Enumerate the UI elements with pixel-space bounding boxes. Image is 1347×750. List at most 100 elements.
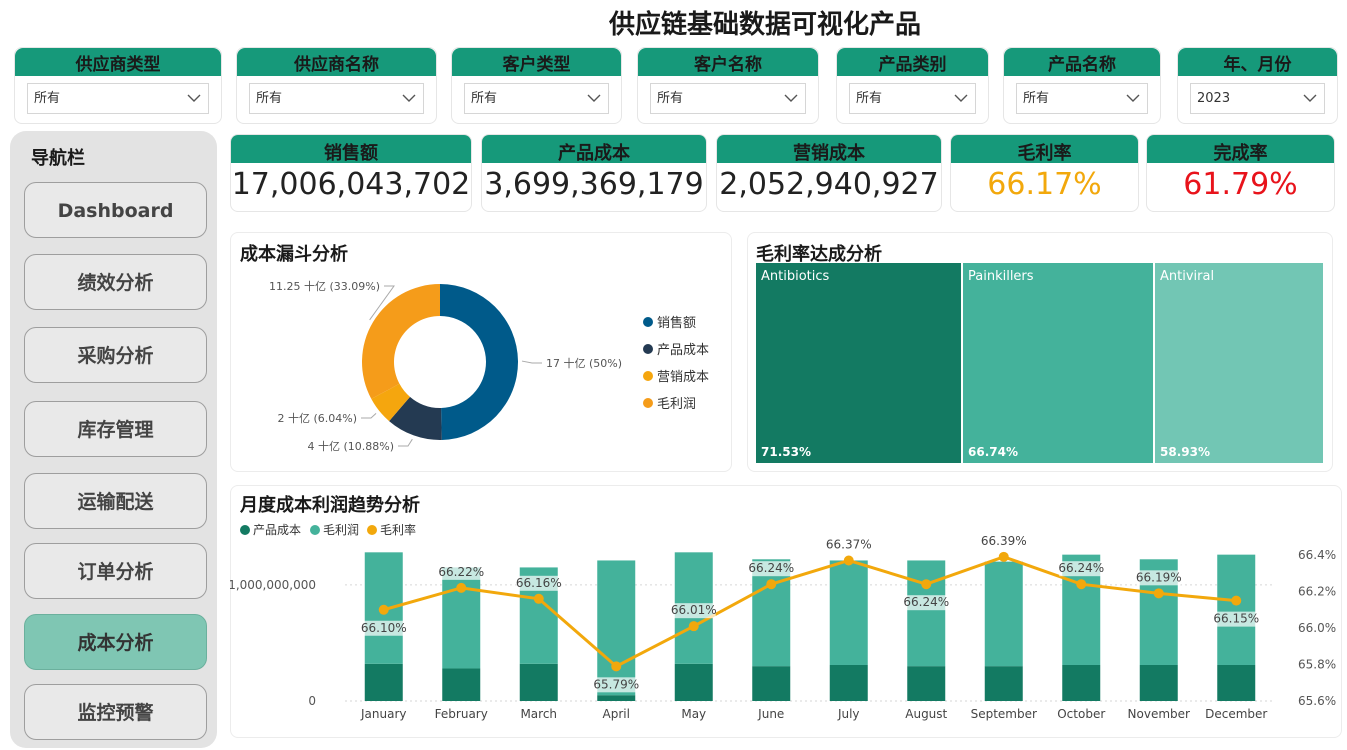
- filter-dropdown[interactable]: 所有: [849, 83, 976, 114]
- legend-label[interactable]: 营销成本: [657, 370, 709, 385]
- filter-3: 客户名称所有: [637, 47, 819, 124]
- bar-gross-profit[interactable]: [907, 560, 946, 667]
- kpi-label: 营销成本: [717, 135, 941, 164]
- line-point[interactable]: [456, 582, 467, 593]
- legend-label[interactable]: 毛利润: [323, 523, 359, 537]
- filter-2: 客户类型 所有: [451, 47, 622, 124]
- bar-gross-profit[interactable]: [752, 559, 791, 667]
- bar-cost[interactable]: [829, 664, 868, 701]
- x-tick-label: August: [905, 707, 947, 721]
- bar-cost[interactable]: [364, 663, 403, 701]
- trend-title: 月度成本利润趋势分析: [240, 495, 420, 516]
- line-point[interactable]: [611, 661, 622, 672]
- nav-item-0[interactable]: Dashboard: [24, 182, 207, 238]
- treemap-tile-0[interactable]: Antibiotics 71.53%: [756, 263, 961, 463]
- bar-gross-profit[interactable]: [984, 561, 1023, 667]
- line-point[interactable]: [378, 604, 389, 615]
- line-point[interactable]: [998, 551, 1009, 562]
- y-left-tick: 1,000,000,000: [230, 578, 316, 592]
- filter-label: 产品名称: [1004, 48, 1160, 76]
- data-label-bg: [904, 595, 949, 611]
- filter-label: 客户名称: [638, 48, 818, 76]
- x-tick-label: September: [971, 707, 1037, 721]
- filter-dropdown[interactable]: 所有: [1016, 83, 1148, 114]
- line-point[interactable]: [688, 621, 699, 632]
- trend-chart: 产品成本 毛利润 毛利率 0 1,000,000,000 65.6% 65.8% 66.0% 6…: [230, 522, 1336, 721]
- legend-dot: [643, 317, 653, 327]
- treemap-tile-2[interactable]: Antiviral 58.93%: [1155, 263, 1323, 463]
- filter-dropdown[interactable]: 所有: [464, 83, 609, 114]
- donut-slice-2: [371, 383, 410, 422]
- kpi-card-4: 完成率 61.79%: [1146, 134, 1335, 212]
- kpi-value: 66.17%: [987, 167, 1102, 202]
- filter-dropdown[interactable]: 所有: [249, 83, 424, 114]
- line-point[interactable]: [766, 579, 777, 590]
- nav-item-4[interactable]: 运输配送: [24, 473, 207, 529]
- bar-cost[interactable]: [984, 666, 1023, 701]
- data-label-bg: [1059, 561, 1104, 577]
- filter-label: 产品类别: [837, 48, 988, 76]
- legend-dot: [367, 525, 377, 535]
- bar-cost[interactable]: [597, 695, 636, 701]
- nav-item-1[interactable]: 绩效分析: [24, 254, 207, 310]
- data-label-bg: [1214, 611, 1259, 627]
- bar-gross-profit[interactable]: [597, 560, 636, 696]
- kpi-card-2: 营销成本 2,052,940,927: [716, 134, 942, 212]
- line-point[interactable]: [843, 555, 854, 566]
- nav-item-7[interactable]: 监控预警: [24, 684, 207, 740]
- line-point[interactable]: [1153, 588, 1164, 599]
- filter-dropdown[interactable]: 所有: [27, 83, 209, 114]
- line-point[interactable]: [1231, 595, 1242, 606]
- legend-label[interactable]: 产品成本: [253, 523, 301, 537]
- nav-item-5[interactable]: 订单分析: [24, 543, 207, 599]
- donut-leader-line: [521, 360, 542, 364]
- treemap-tile-name: Antiviral: [1160, 269, 1215, 284]
- legend-label[interactable]: 销售额: [657, 315, 696, 331]
- line-point[interactable]: [921, 579, 932, 590]
- bar-cost[interactable]: [1217, 664, 1256, 701]
- nav-item-3[interactable]: 库存管理: [24, 401, 207, 457]
- bar-cost[interactable]: [442, 668, 481, 701]
- y-right-tick: 65.8%: [1298, 658, 1336, 672]
- legend-label[interactable]: 毛利润: [657, 397, 696, 412]
- filter-dropdown[interactable]: 所有: [650, 83, 806, 114]
- bar-cost[interactable]: [1139, 664, 1178, 701]
- bar-cost[interactable]: [907, 666, 946, 701]
- x-tick-label: December: [1205, 707, 1267, 721]
- legend-dot: [240, 525, 250, 535]
- bar-cost[interactable]: [674, 663, 713, 701]
- filter-value: 2023: [1197, 91, 1231, 106]
- kpi-label: 销售额: [231, 135, 471, 164]
- treemap-tile-value: 71.53%: [761, 445, 811, 459]
- x-tick-label: November: [1128, 707, 1190, 721]
- y-right-tick: 65.6%: [1298, 694, 1336, 708]
- bar-gross-profit[interactable]: [1217, 554, 1256, 665]
- bar-gross-profit[interactable]: [829, 560, 868, 665]
- filter-0: 供应商类型 所有: [14, 47, 222, 124]
- donut-leader-line: [361, 412, 377, 419]
- line-point[interactable]: [533, 593, 544, 604]
- bar-cost[interactable]: [519, 663, 558, 701]
- filter-6: 年、月份 2023: [1177, 47, 1338, 124]
- filter-value: 所有: [471, 91, 498, 106]
- data-label: 66.24%: [748, 561, 794, 575]
- legend-label[interactable]: 毛利率: [380, 522, 416, 537]
- bar-cost[interactable]: [752, 666, 791, 701]
- line-margin: [383, 555, 1237, 669]
- data-label-bg: [1136, 570, 1181, 586]
- filter-value: 所有: [657, 91, 684, 106]
- data-label-bg: [749, 561, 794, 577]
- filter-5: 产品名称 所有: [1003, 47, 1161, 124]
- donut-data-label: 2 十亿 (6.04%): [277, 411, 357, 425]
- nav-item-2[interactable]: 采购分析: [24, 327, 207, 383]
- filter-dropdown[interactable]: 2023: [1190, 83, 1325, 114]
- bar-cost[interactable]: [1062, 664, 1101, 701]
- nav-item-6[interactable]: 成本分析: [24, 614, 207, 670]
- bar-gross-profit[interactable]: [442, 567, 481, 669]
- treemap-tile-value: 58.93%: [1160, 445, 1210, 459]
- legend-label[interactable]: 产品成本: [657, 343, 709, 358]
- donut-slice-3: [362, 284, 440, 399]
- treemap-tile-1[interactable]: Painkillers 66.74%: [963, 263, 1153, 463]
- y-right-tick: 66.0%: [1298, 621, 1336, 635]
- line-point[interactable]: [1076, 579, 1087, 590]
